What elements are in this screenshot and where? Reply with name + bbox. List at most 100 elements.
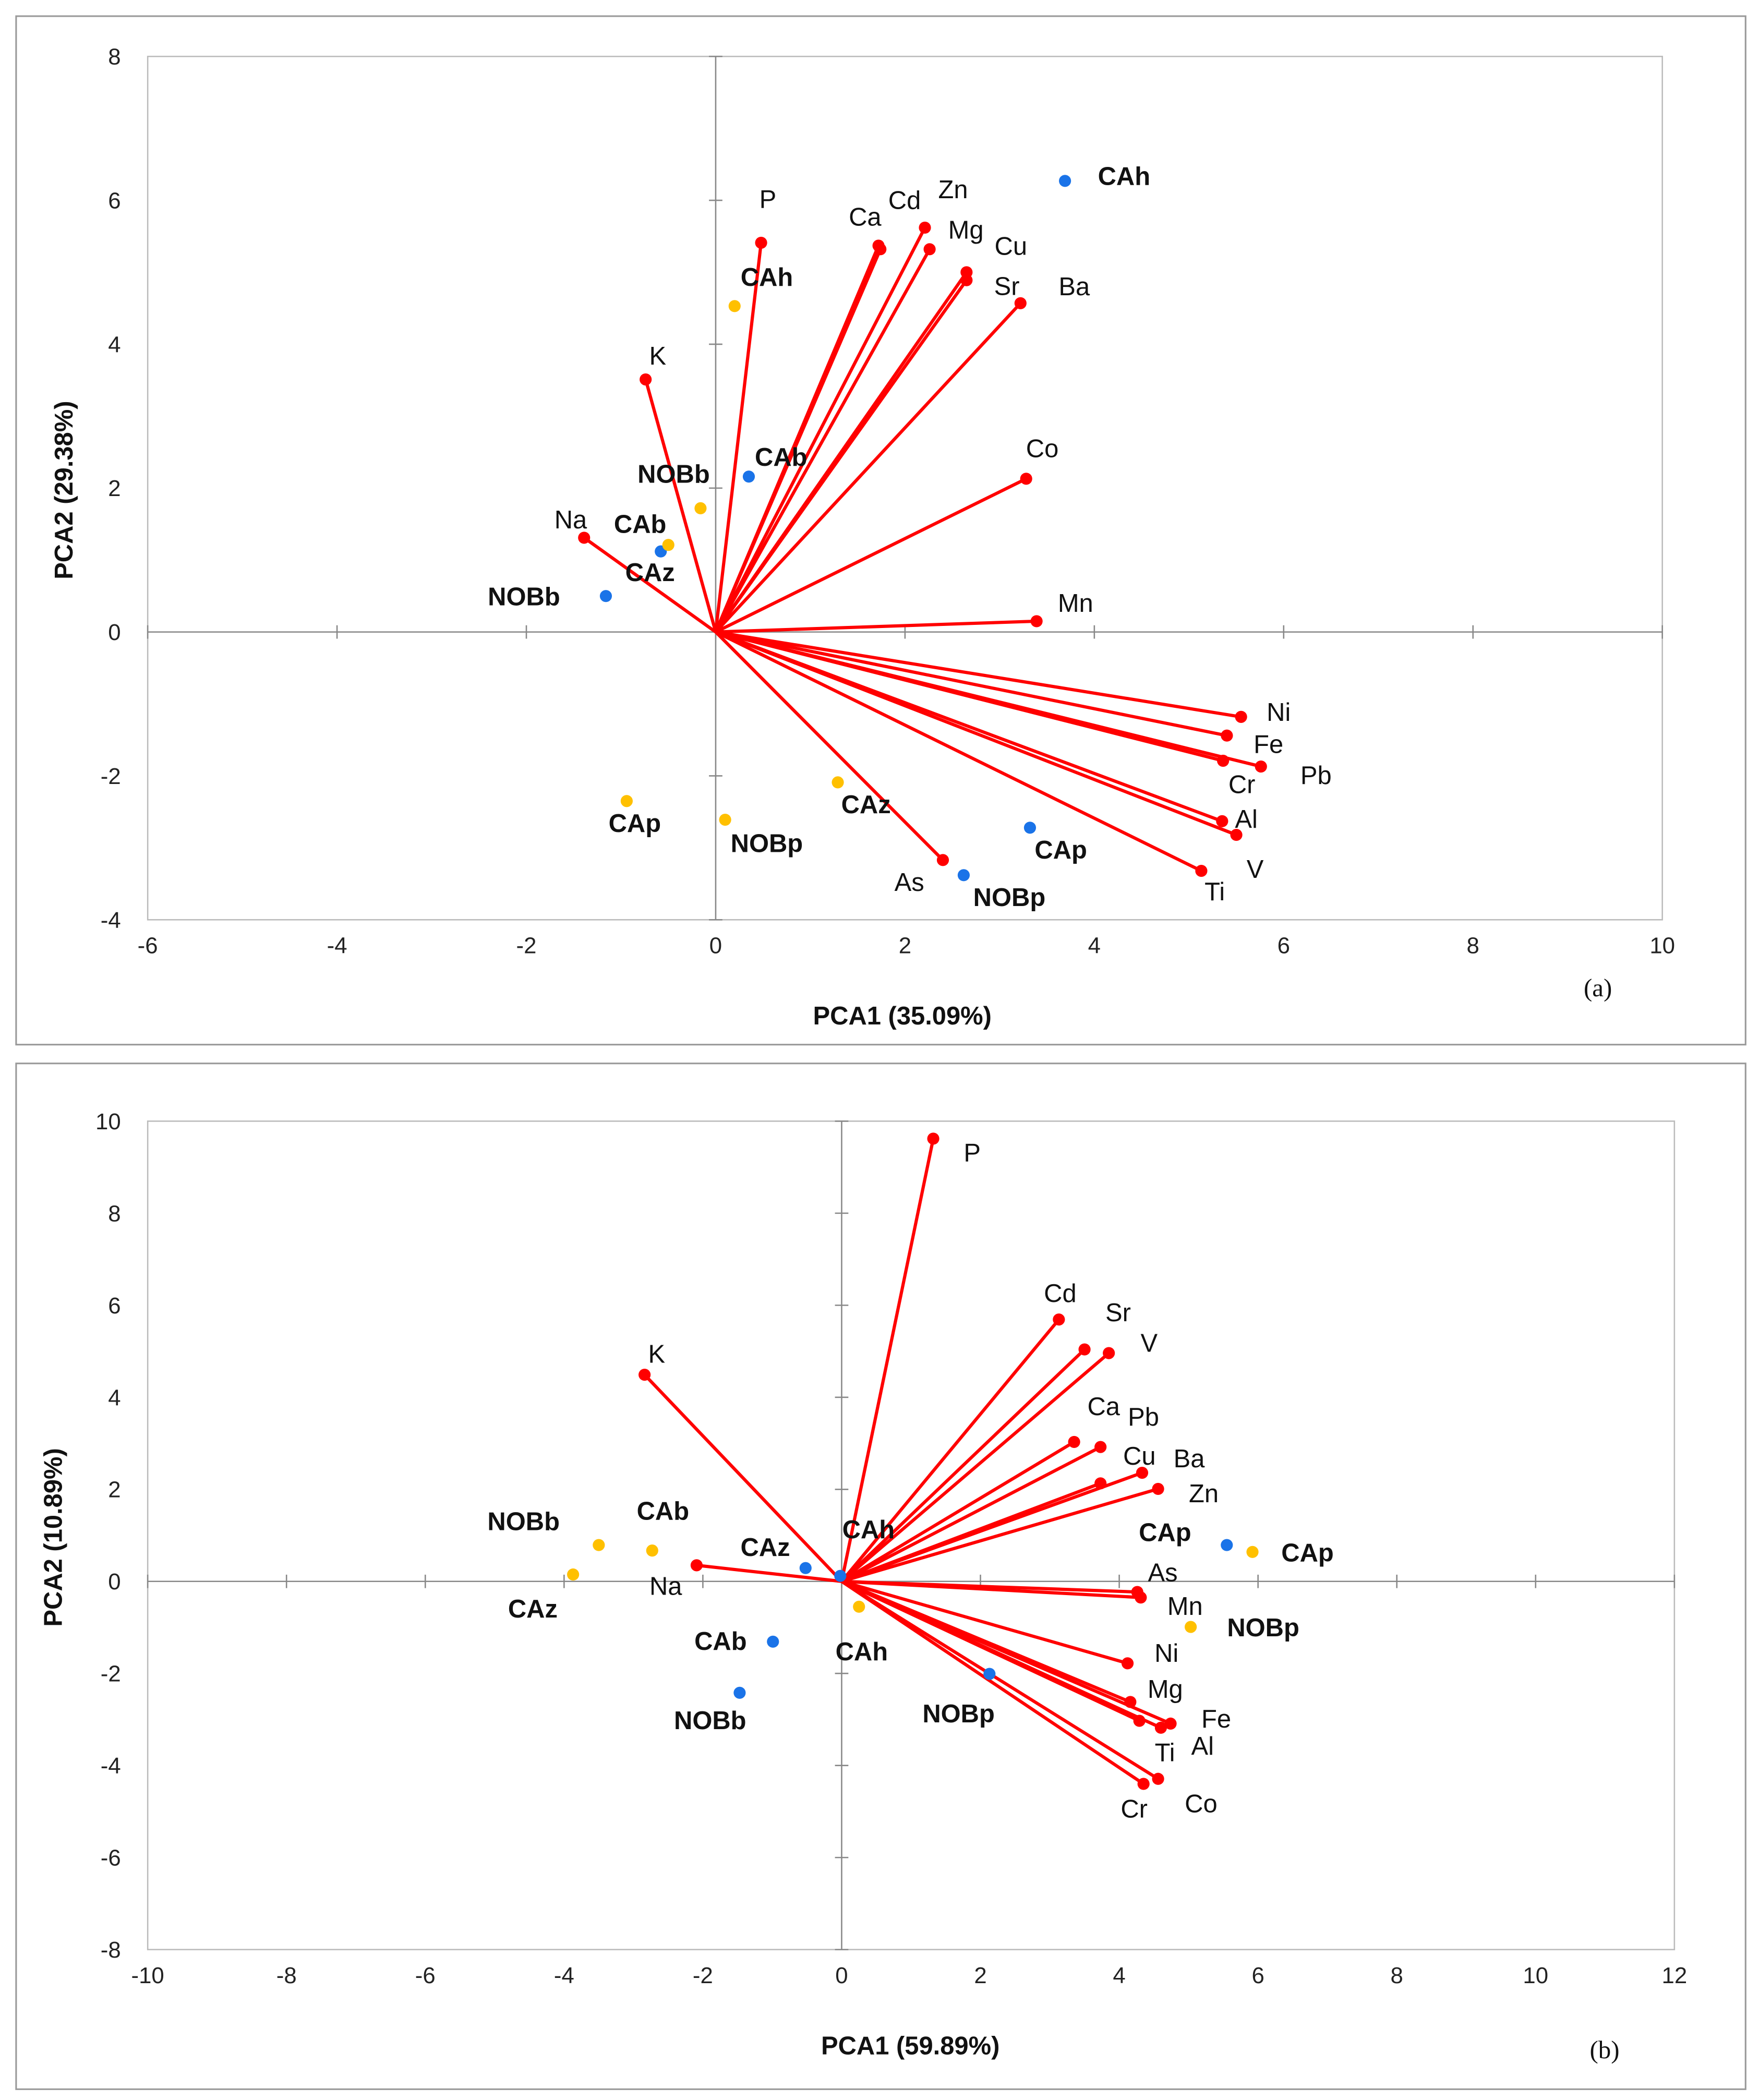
score-point-yellow-cab — [662, 539, 674, 551]
x-tick-label: 4 — [1088, 933, 1101, 959]
loading-point-cd — [1053, 1313, 1065, 1326]
loading-point-fe — [1164, 1717, 1177, 1730]
x-tick-label: -4 — [554, 1963, 574, 1988]
vector-label: Cr — [1121, 1795, 1148, 1823]
loading-point-v — [1103, 1347, 1115, 1359]
x-tick-label: -8 — [276, 1963, 297, 1988]
loading-point-ti — [1195, 864, 1208, 877]
loading-vector-mg — [714, 248, 931, 633]
y-tick-label: 6 — [108, 1293, 121, 1319]
loading-vector-ca — [840, 1440, 1075, 1583]
score-point-yellow-nobp — [1185, 1621, 1197, 1633]
panel-label-b: (b) — [1589, 2035, 1619, 2064]
loading-point-cr — [1137, 1778, 1150, 1790]
loading-vector-mn — [841, 1579, 1141, 1599]
vector-label: K — [648, 1340, 666, 1368]
y-axis-title-b: PCA2 (10.89%) — [39, 1448, 67, 1626]
panel-label-a: (a) — [1584, 973, 1612, 1002]
vector-label: Ti — [1155, 1739, 1175, 1767]
y-axis-title-a: PCA2 (29.38%) — [50, 401, 78, 579]
loading-vector-ba — [714, 302, 1022, 633]
loading-vector-v — [840, 1351, 1110, 1583]
y-tick-label: 2 — [108, 1477, 121, 1503]
vector-label: As — [895, 868, 924, 897]
x-tick-label: 4 — [1113, 1963, 1125, 1988]
score-point-yellow-cap — [1246, 1546, 1259, 1558]
vector-label: P — [963, 1139, 981, 1167]
vector-label: Co — [1185, 1790, 1217, 1818]
score-point-yellow-cah — [853, 1600, 865, 1613]
loading-point-cr — [1217, 754, 1230, 767]
vector-label: As — [1148, 1559, 1178, 1587]
score-label: CAp — [1139, 1518, 1191, 1547]
vector-label: Pb — [1128, 1403, 1159, 1431]
loading-point-as — [936, 854, 949, 866]
score-label: NOBp — [973, 884, 1046, 912]
loading-vector-sr — [714, 279, 968, 633]
score-label: NOBp — [922, 1700, 995, 1728]
score-point-yellow-cab — [646, 1544, 658, 1557]
score-point-blue-cah — [834, 1570, 847, 1582]
y-tick-label: 4 — [108, 1385, 121, 1410]
score-point-blue-cap — [1221, 1539, 1233, 1551]
vector-label: Mn — [1058, 589, 1093, 618]
vector-label: Fe — [1201, 1705, 1231, 1733]
y-tick-label: 0 — [108, 620, 121, 645]
score-label: CAp — [1034, 836, 1087, 864]
score-label: CAb — [755, 443, 807, 472]
score-point-yellow-nobp — [719, 814, 731, 826]
x-tick-label: 8 — [1391, 1963, 1403, 1988]
vector-label: Mn — [1167, 1592, 1203, 1621]
loading-vector-cd — [714, 248, 882, 633]
loading-point-mg — [923, 243, 936, 256]
score-point-blue-nobb — [599, 590, 612, 602]
loading-point-fe — [1221, 729, 1233, 742]
x-tick-label: 0 — [709, 933, 722, 959]
plot-area-b — [147, 1120, 1676, 1950]
loading-vector-pb — [841, 1445, 1102, 1583]
x-tick-label: 6 — [1251, 1963, 1264, 1988]
y-tick-label: -4 — [101, 1753, 121, 1779]
loading-point-k — [640, 373, 652, 386]
loading-vector-zn — [714, 227, 926, 633]
y-tick-label: 8 — [108, 1201, 121, 1226]
vector-label: V — [1141, 1330, 1158, 1358]
loading-vector-al — [841, 1579, 1162, 1730]
loading-point-co — [1020, 473, 1032, 485]
score-label: CAb — [614, 511, 666, 539]
score-point-blue-cah — [1059, 175, 1071, 187]
loading-point-pb — [1255, 760, 1267, 773]
x-tick-label: -2 — [516, 933, 537, 959]
vector-label: V — [1247, 855, 1264, 884]
x-axis-title-b: PCA1 (59.89%) — [821, 2032, 999, 2060]
score-point-yellow-nobb — [694, 502, 707, 514]
loading-point-ni — [1235, 710, 1247, 723]
score-label: NOBb — [637, 460, 710, 488]
score-label: CAz — [625, 559, 675, 587]
loading-vector-ni — [841, 1579, 1128, 1665]
loading-vector-k — [643, 1373, 843, 1583]
loading-vector-ba — [841, 1471, 1143, 1583]
x-tick-label: 12 — [1661, 1963, 1687, 1988]
x-tick-label: -6 — [138, 933, 158, 959]
y-tick-label: 2 — [108, 476, 121, 501]
loading-point-sr — [1078, 1343, 1091, 1356]
x-tick-label: 10 — [1523, 1963, 1548, 1988]
loading-vector-na — [696, 1563, 842, 1583]
loading-point-ba — [1136, 1466, 1149, 1479]
loading-point-p — [755, 236, 767, 249]
vector-label: Fe — [1254, 731, 1283, 759]
score-point-blue-cab — [742, 470, 755, 483]
loading-point-na — [578, 532, 591, 544]
score-label: NOBp — [1227, 1614, 1299, 1642]
panel-a: PCA1 (35.09%) PCA2 (29.38%) (a) -6 -4 -2 0 2… — [50, 44, 1675, 1030]
score-point-blue-cab — [767, 1635, 779, 1648]
y-tick-label: -2 — [101, 764, 121, 789]
x-tick-label: 2 — [974, 1963, 986, 1988]
loading-point-al — [1154, 1721, 1167, 1734]
vector-label: Cu — [1123, 1442, 1155, 1470]
loading-vector-p — [714, 243, 763, 632]
score-label: NOBb — [488, 583, 560, 611]
score-label: CAb — [694, 1627, 746, 1656]
